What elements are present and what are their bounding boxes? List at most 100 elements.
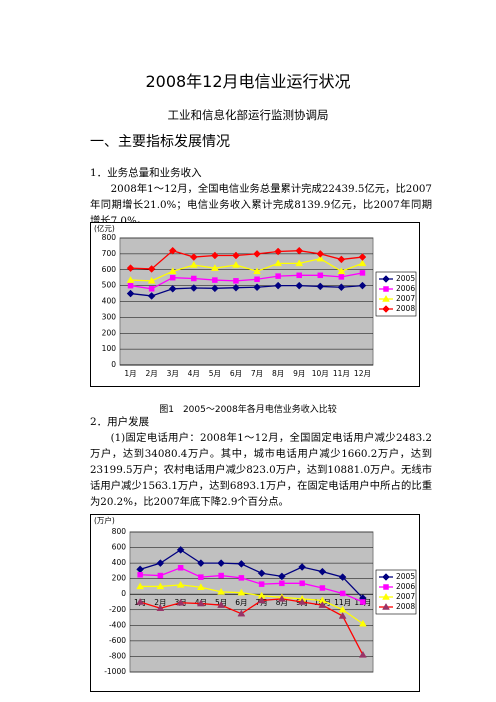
- marker: [189, 260, 198, 268]
- marker: [253, 250, 261, 258]
- y-tick-label: 400: [102, 297, 117, 306]
- marker: [337, 267, 346, 275]
- y-tick-label: 700: [102, 249, 117, 258]
- marker: [156, 559, 165, 567]
- x-tick-label: 10月: [312, 369, 329, 378]
- marker: [156, 582, 165, 590]
- x-tick-label: 11月: [334, 598, 351, 607]
- marker: [339, 590, 346, 597]
- marker: [168, 267, 177, 275]
- marker: [382, 573, 390, 581]
- marker: [337, 283, 346, 292]
- y-tick-label: 600: [102, 265, 117, 274]
- marker: [148, 286, 155, 292]
- marker: [382, 603, 390, 610]
- marker: [198, 574, 204, 580]
- unit-label: (万户): [94, 515, 115, 525]
- marker: [211, 251, 219, 260]
- marker: [278, 572, 286, 581]
- marker: [212, 277, 218, 283]
- y-tick-label: 0: [111, 360, 116, 369]
- marker: [358, 281, 367, 290]
- x-tick-label: 11月: [333, 369, 350, 378]
- marker: [383, 584, 389, 590]
- marker: [126, 264, 135, 273]
- marker: [360, 599, 366, 605]
- marker: [176, 546, 185, 554]
- marker: [254, 276, 260, 283]
- title: 2008年12月电信业运行状况: [145, 72, 351, 91]
- marker: [136, 598, 145, 605]
- legend-label: 2008: [396, 304, 415, 313]
- marker: [136, 582, 145, 590]
- marker: [126, 289, 135, 298]
- legend-label: 2006: [396, 284, 415, 293]
- marker: [253, 267, 261, 275]
- marker: [299, 580, 305, 587]
- marker: [137, 572, 143, 578]
- marker: [168, 284, 177, 293]
- marker: [210, 264, 219, 271]
- marker: [176, 580, 185, 588]
- legend-label: 2007: [396, 294, 415, 303]
- marker: [359, 270, 366, 276]
- y-tick-label: 200: [102, 328, 117, 337]
- marker: [316, 250, 325, 258]
- unit-label: (亿元): [94, 223, 115, 233]
- marker: [382, 305, 390, 313]
- y-tick-label: 800: [112, 527, 127, 536]
- y-tick-label: -200: [109, 605, 126, 614]
- marker: [338, 573, 347, 581]
- marker: [338, 612, 347, 619]
- series-line: [130, 272, 363, 290]
- marker: [383, 286, 389, 292]
- marker: [338, 274, 345, 280]
- chart: (万户)-1000-800-600-400-20002004006008001月…: [90, 514, 420, 692]
- marker: [295, 259, 304, 267]
- marker: [147, 276, 156, 284]
- y-tick-label: 400: [112, 558, 127, 567]
- marker: [275, 273, 281, 279]
- marker: [382, 593, 390, 600]
- marker: [156, 604, 165, 611]
- y-tick-label: 500: [102, 281, 117, 290]
- x-tick-label: 2月: [154, 598, 166, 607]
- x-tick-label: 6月: [235, 598, 247, 607]
- marker: [217, 601, 226, 608]
- marker: [189, 253, 198, 261]
- marker: [191, 275, 197, 282]
- y-tick-label: 100: [102, 344, 117, 353]
- y-tick-label: -400: [109, 620, 126, 629]
- marker: [196, 583, 205, 590]
- marker: [319, 585, 326, 591]
- x-tick-label: 3月: [167, 369, 179, 378]
- x-tick-label: 2月: [145, 369, 157, 378]
- series-line: [140, 567, 364, 603]
- marker: [217, 587, 226, 595]
- y-tick-label: 600: [112, 543, 127, 552]
- marker: [295, 281, 304, 290]
- marker: [189, 284, 198, 292]
- marker: [298, 563, 306, 571]
- y-tick-label: 0: [121, 589, 126, 598]
- marker: [316, 282, 325, 291]
- marker: [232, 251, 240, 260]
- caption: 图1 2005～2008年各月电信业务收入比较: [159, 405, 337, 415]
- marker: [358, 253, 367, 261]
- series-line: [139, 549, 364, 599]
- heading: 一、主要指标发展情况: [90, 134, 230, 150]
- marker: [274, 247, 282, 256]
- marker: [274, 281, 282, 290]
- marker: [232, 283, 240, 292]
- x-tick-label: 1月: [124, 369, 136, 378]
- y-tick-label: -800: [109, 651, 126, 660]
- marker: [218, 572, 224, 579]
- subtitle: 工业和信息化部运行监测协调局: [167, 108, 329, 122]
- marker: [197, 559, 205, 567]
- paragraph: (1)固定电话用户：2008年1～12月，全国固定电话用户减少2483.2万户，…: [90, 432, 432, 508]
- x-tick-label: 7月: [251, 369, 263, 378]
- marker: [318, 567, 327, 576]
- marker: [232, 260, 240, 268]
- y-tick-label: -1000: [104, 667, 126, 676]
- marker: [382, 295, 390, 302]
